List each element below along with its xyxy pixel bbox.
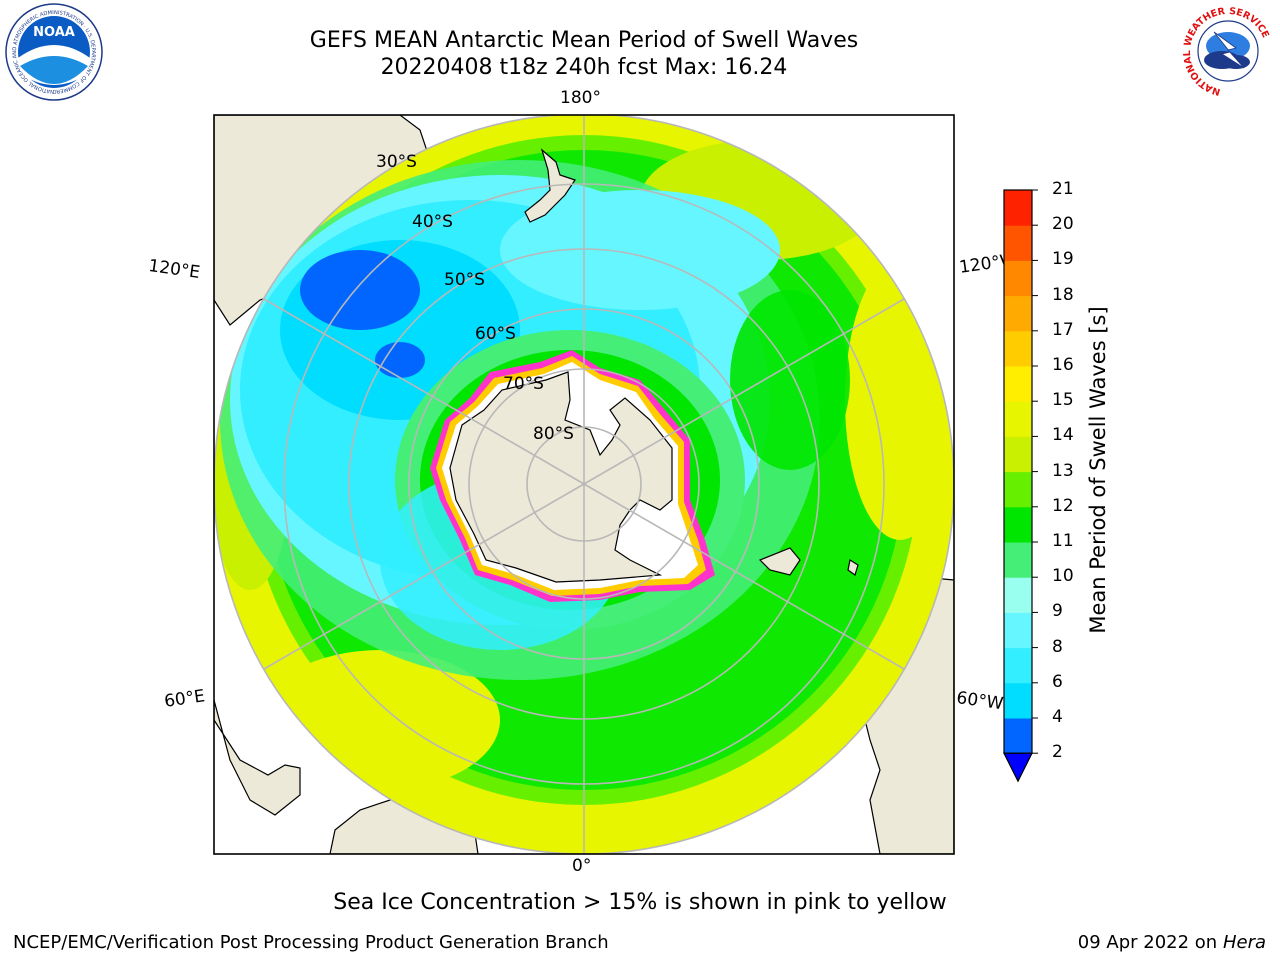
colorbar-segment [1004,542,1032,578]
lat-label-30s: 30°S [376,152,417,172]
colorbar-segment [1004,401,1032,437]
colorbar-segment [1004,225,1032,261]
lat-label-50s: 50°S [444,270,485,290]
colorbar-segment [1004,718,1032,754]
footer-date: 09 Apr 2022 on Hera [1077,932,1266,953]
colorbar-segment [1004,295,1032,332]
colorbar-tick-label: 10 [1052,566,1074,587]
lat-label-40s: 40°S [412,212,453,232]
colorbar-tick-label: 14 [1052,425,1074,446]
colorbar-segment [1004,682,1032,719]
colorbar-tick-label: 4 [1052,707,1063,727]
colorbar-label: Mean Period of Swell Waves [s] [1086,306,1110,634]
lat-label-80s: 80°S [533,424,574,444]
colorbar-ticks: 2 4 6 8 9 10 11 12 13 14 15 16 17 18 19 20 21 [1052,179,1092,790]
lon-label-0: 0° [572,856,592,876]
colorbar-segment [1004,506,1032,543]
colorbar-tick-label: 12 [1052,495,1074,516]
colorbar-tick-label: 20 [1052,214,1074,235]
noaa-logo-text: NOAA [33,25,75,40]
nws-logo: NATIONAL WEATHER SERVICE [1181,4,1275,98]
colorbar-tick-label: 18 [1052,284,1074,305]
colorbar-segment [1004,366,1032,402]
colorbar-segment [1004,577,1032,613]
graticule [214,115,954,854]
colorbar-tick-label: 2 [1052,742,1063,763]
footer-credit: NCEP/EMC/Verification Post Processing Pr… [13,932,609,953]
colorbar-tick-label: 9 [1052,601,1063,622]
colorbar-tick-label: 15 [1052,390,1074,411]
lon-label-180: 180° [560,88,601,108]
colorbar-tick-label: 13 [1052,460,1074,481]
colorbar-segment [1004,647,1032,684]
colorbar-extend-arrow [1003,752,1033,783]
colorbar-tick-label: 19 [1052,249,1074,270]
colorbar-tick-label: 21 [1052,179,1074,199]
colorbar-tick-label: 16 [1052,355,1074,375]
colorbar-tick-label: 6 [1052,671,1063,692]
lat-label-70s: 70°S [503,374,544,394]
colorbar-segment [1004,612,1032,649]
colorbar-segment [1004,330,1032,367]
colorbar [1003,189,1038,783]
colorbar-tick-label: 17 [1052,319,1074,340]
chart-subtitle: 20220408 t18z 240h fcst Max: 16.24 [380,55,788,80]
colorbar-segment [1004,471,1032,508]
lat-label-60s: 60°S [475,324,516,344]
colorbar-tick-label: 8 [1052,636,1063,657]
noaa-logo: NOAA NATIONAL OCEANIC AND ATMOSPHERIC AD… [2,2,103,101]
colorbar-segment [1004,436,1032,473]
colorbar-tick-label: 11 [1052,531,1074,551]
chart-title: GEFS MEAN Antarctic Mean Period of Swell… [309,28,859,53]
colorbar-segment [1004,190,1032,226]
colorbar-segment [1004,260,1032,297]
sea-ice-note: Sea Ice Concentration > 15% is shown in … [333,890,947,915]
